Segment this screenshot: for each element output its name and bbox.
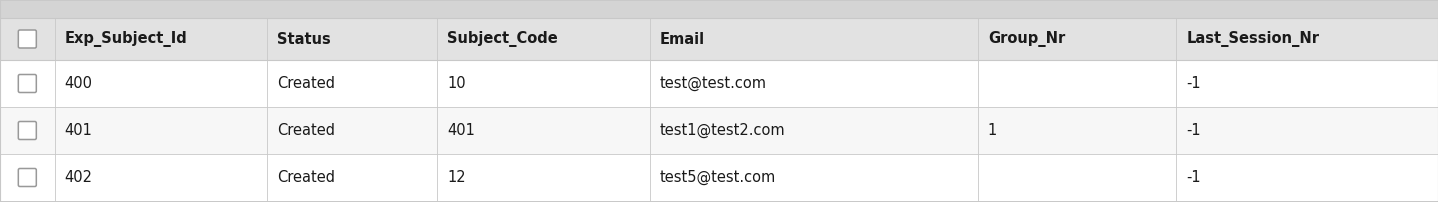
Text: -1: -1 (1186, 123, 1201, 138)
Bar (0, 0, 1438, 18)
Text: test5@test.com: test5@test.com (660, 170, 777, 185)
Text: Status: Status (278, 32, 331, 46)
Text: test@test.com: test@test.com (660, 76, 766, 91)
Bar (0, 107, 1438, 154)
FancyBboxPatch shape (19, 121, 36, 140)
Text: Exp_Subject_Id: Exp_Subject_Id (65, 31, 187, 47)
Bar (0, 154, 1438, 201)
Text: 401: 401 (65, 123, 92, 138)
Text: 1: 1 (988, 123, 997, 138)
Text: Last_Session_Nr: Last_Session_Nr (1186, 31, 1319, 47)
Bar (0, 18, 1438, 60)
FancyBboxPatch shape (19, 75, 36, 93)
Text: Email: Email (660, 32, 705, 46)
Text: 402: 402 (65, 170, 92, 185)
Text: -1: -1 (1186, 170, 1201, 185)
Text: Created: Created (278, 170, 335, 185)
Text: 400: 400 (65, 76, 92, 91)
Bar (0, 60, 1438, 107)
Text: Subject_Code: Subject_Code (447, 31, 558, 47)
Text: 12: 12 (447, 170, 466, 185)
FancyBboxPatch shape (19, 168, 36, 186)
Text: test1@test2.com: test1@test2.com (660, 123, 785, 138)
Text: Created: Created (278, 123, 335, 138)
Text: Created: Created (278, 76, 335, 91)
Text: 401: 401 (447, 123, 475, 138)
Text: -1: -1 (1186, 76, 1201, 91)
Text: 10: 10 (447, 76, 466, 91)
FancyBboxPatch shape (19, 30, 36, 48)
Text: Group_Nr: Group_Nr (988, 31, 1066, 47)
